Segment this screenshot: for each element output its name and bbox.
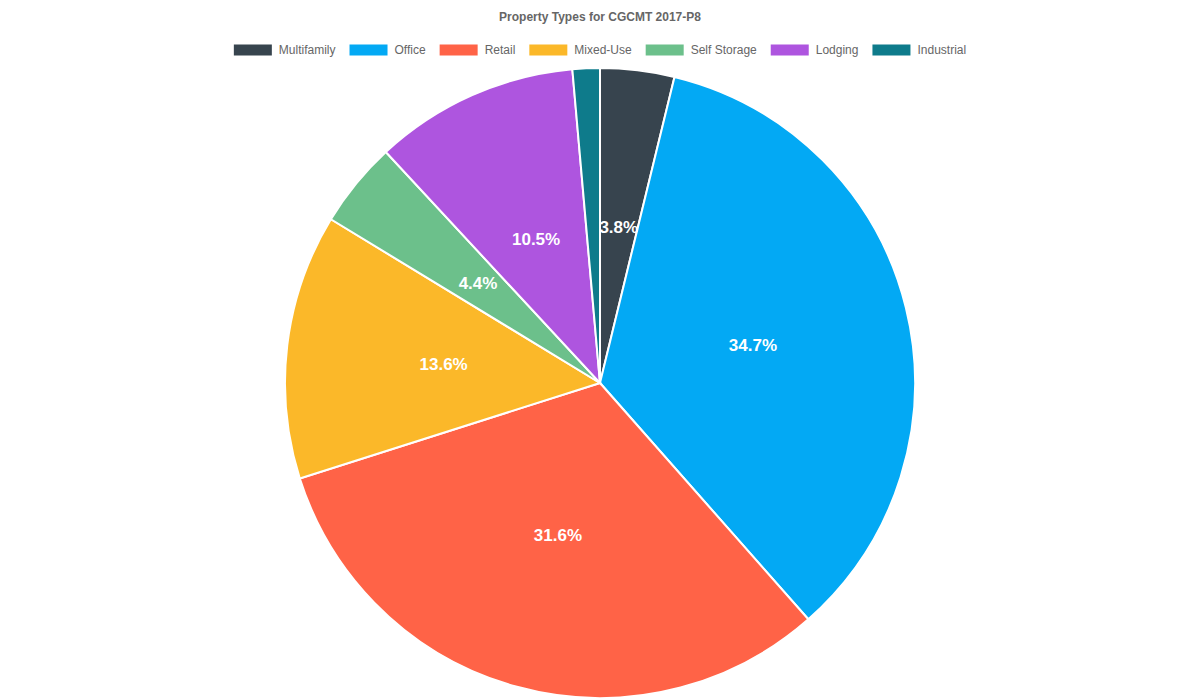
legend-label: Multifamily	[279, 43, 336, 57]
chart-title: Property Types for CGCMT 2017-P8	[499, 10, 701, 24]
legend-label: Retail	[485, 43, 516, 57]
legend-swatch	[234, 45, 272, 56]
legend: Multifamily Office Retail Mixed-Use Self Sto…	[234, 43, 966, 57]
legend-swatch	[440, 45, 478, 56]
data-label: 13.6%	[420, 355, 468, 374]
legend-swatch	[646, 45, 684, 56]
legend-swatch	[771, 45, 809, 56]
pie-slice	[386, 69, 600, 383]
data-label: 3.8%	[599, 218, 638, 237]
legend-label: Self Storage	[691, 43, 757, 57]
legend-label: Industrial	[917, 43, 966, 57]
chart: Property Types for CGCMT 2017-P8 Multifam…	[0, 0, 1200, 700]
data-labels: 3.8% 34.7% 31.6% 13.6% 4.4% 10.5%	[420, 218, 777, 545]
legend-label: Office	[395, 43, 426, 57]
data-label: 34.7%	[729, 336, 777, 355]
data-label: 10.5%	[512, 230, 560, 249]
pie	[285, 68, 915, 698]
data-label: 31.6%	[534, 526, 582, 545]
legend-label: Lodging	[816, 43, 859, 57]
data-label: 4.4%	[459, 274, 498, 293]
legend-swatch	[872, 45, 910, 56]
legend-swatch	[529, 45, 567, 56]
legend-label: Mixed-Use	[574, 43, 632, 57]
legend-swatch	[350, 45, 388, 56]
pie-slice	[572, 68, 600, 383]
